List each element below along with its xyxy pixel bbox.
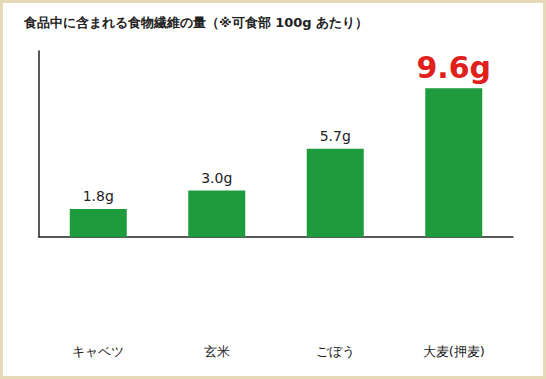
svg-text:ごぼう: ごぼう	[316, 344, 355, 359]
svg-text:食品中に含まれる食物繊維の量（※可食部 100g あたり）: 食品中に含まれる食物繊維の量（※可食部 100g あたり）	[23, 15, 368, 30]
svg-text:1.8g: 1.8g	[83, 188, 114, 204]
svg-text:キャベツ: キャベツ	[72, 344, 124, 359]
svg-text:5.7g: 5.7g	[320, 128, 351, 144]
svg-text:玄米: 玄米	[204, 344, 230, 359]
svg-text:9.6g: 9.6g	[416, 50, 491, 85]
svg-text:大麦(押麦): 大麦(押麦)	[423, 344, 485, 359]
svg-text:3.0g: 3.0g	[201, 170, 232, 186]
